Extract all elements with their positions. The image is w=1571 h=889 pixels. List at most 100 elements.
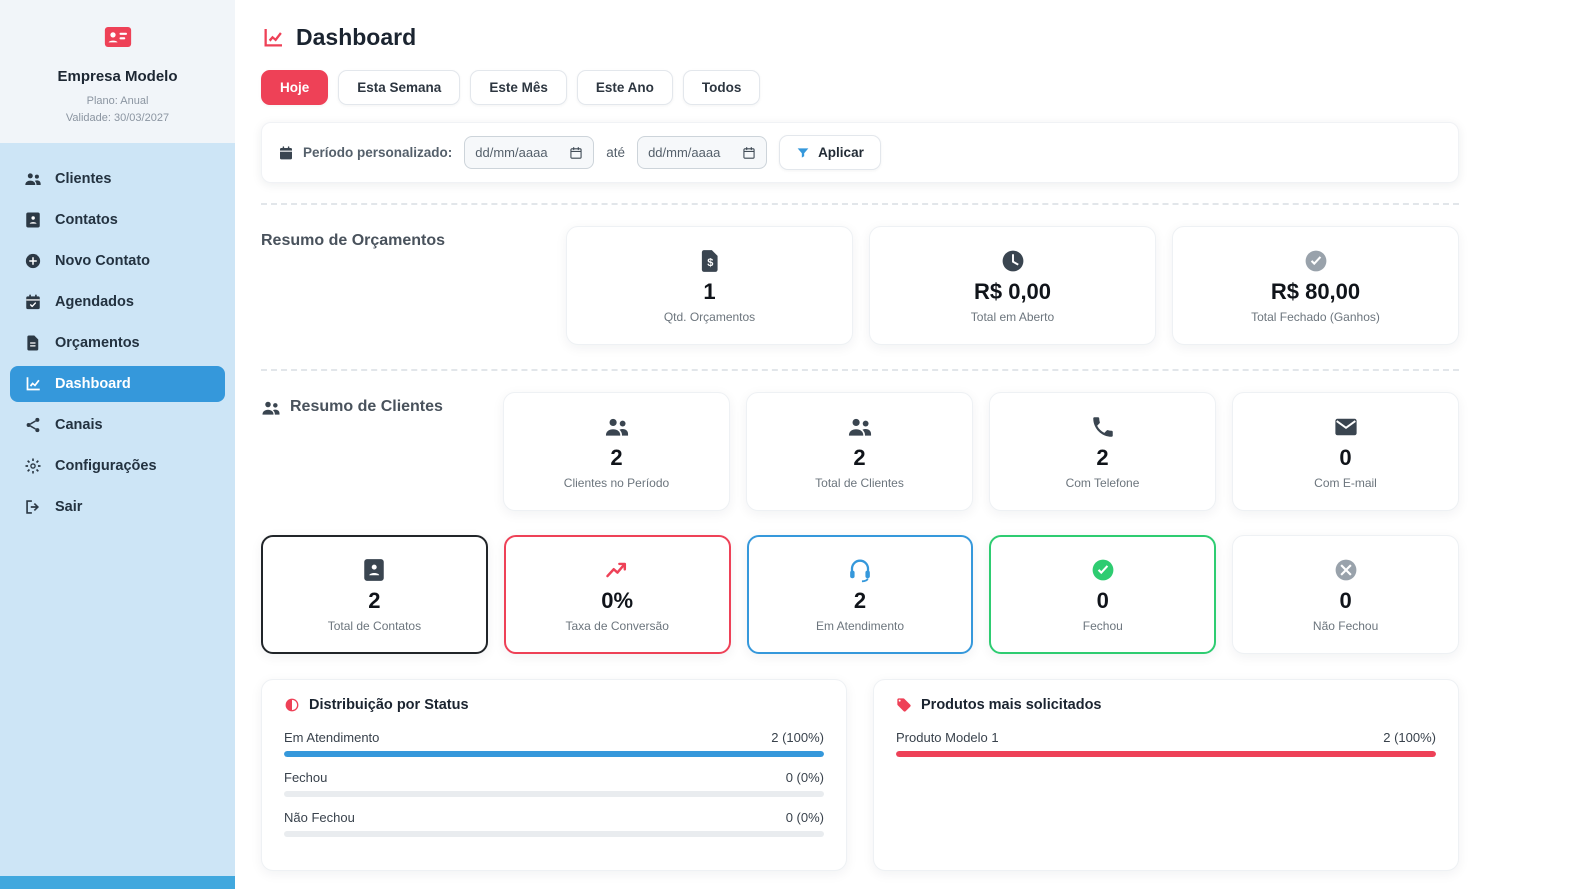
users-icon [604,414,630,440]
stat-label: Taxa de Conversão [565,618,669,633]
chart-icon [24,375,42,393]
custom-period-bar: Período personalizado: dd/mm/aaaa até dd… [261,122,1459,183]
quick-filters: Hoje Esta Semana Este Mês Este Ano Todos [261,70,1459,105]
progress-track [896,751,1436,757]
sidebar-item-label: Clientes [55,170,112,187]
status-distribution-panel: Distribuição por Status Em Atendimento 2… [261,679,847,871]
stat-label: Qtd. Orçamentos [663,309,756,324]
dashed-separator [261,369,1459,371]
page-title: Dashboard [296,24,417,50]
sidebar-item-dashboard[interactable]: Dashboard [10,365,225,402]
filter-hoje-button[interactable]: Hoje [261,70,329,105]
stat-value: 2 [1096,444,1109,470]
orcamentos-cards: $ 1 Qtd. Orçamentos R$ 0,00 Total em Abe… [566,226,1459,345]
sidebar-item-novo-contato[interactable]: Novo Contato [10,243,225,279]
status-row-label: Fechou [284,770,328,785]
status-row: Fechou 0 (0%) [284,770,824,797]
until-label: até [606,145,626,160]
stat-card-fechou: 0 Fechou [989,535,1217,654]
stat-label: Em Atendimento [815,618,905,633]
filter-este-mes-button[interactable]: Este Mês [470,70,567,105]
clock-icon [1000,248,1026,274]
company-plan: Plano: Anual [86,95,149,107]
calendar-icon [278,145,294,161]
invoice-icon [24,334,42,352]
sidebar-item-label: Orçamentos [55,334,140,351]
datepicker-icon [569,146,583,160]
sidebar-item-label: Dashboard [55,375,131,392]
filter-esta-semana-button[interactable]: Esta Semana [338,70,461,105]
sidebar-item-orcamentos[interactable]: Orçamentos [10,325,225,361]
check-circle-icon [1090,557,1116,583]
stat-value: 0 [1096,587,1109,613]
sidebar-item-clientes[interactable]: Clientes [10,161,225,197]
check-circle-icon [1303,248,1329,274]
dashboard-chart-icon [261,26,285,50]
status-row-value: 0 (0%) [785,770,824,785]
filter-todos-button[interactable]: Todos [682,70,761,105]
sidebar-item-configuracoes[interactable]: Configurações [10,448,225,484]
invoice-dollar-icon: $ [697,248,723,274]
status-row-value: 0 (0%) [785,810,824,825]
stat-value: 0 [1339,444,1352,470]
calendar-check-icon [24,293,42,311]
sidebar-item-sair[interactable]: Sair [10,489,225,525]
bottom-panels: Distribuição por Status Em Atendimento 2… [261,679,1459,871]
sidebar: Empresa Modelo Plano: Anual Validade: 30… [0,0,235,889]
stat-card-total-em-aberto: R$ 0,00 Total em Aberto [869,226,1156,345]
products-panel-title-group: Produtos mais solicitados [896,697,1436,713]
apply-button[interactable]: Aplicar [779,135,881,170]
clientes-cards-row1: 2 Clientes no Período 2 Total de Cliente… [503,392,1459,511]
stat-label: Não Fechou [1312,618,1379,633]
start-date-placeholder: dd/mm/aaaa [475,145,548,160]
envelope-icon [1333,414,1359,440]
status-panel-title-group: Distribuição por Status [284,697,824,713]
status-row-label: Não Fechou [284,810,355,825]
sidebar-item-label: Contatos [55,211,118,228]
dashed-separator [261,203,1459,205]
progress-fill [896,751,1436,757]
share-icon [24,416,42,434]
company-panel: Empresa Modelo Plano: Anual Validade: 30… [0,0,235,143]
product-row-label: Produto Modelo 1 [896,730,999,745]
filter-funnel-icon [796,146,810,160]
start-date-input[interactable]: dd/mm/aaaa [464,136,595,169]
address-book-icon [24,211,42,229]
stat-label: Clientes no Período [563,475,670,490]
users-icon [261,398,281,418]
sidebar-bottom-strip [0,876,235,889]
page-header: Dashboard [261,24,1459,51]
apply-button-label: Aplicar [818,145,864,160]
stat-label: Fechou [1082,618,1123,633]
sidebar-item-agendados[interactable]: Agendados [10,284,225,320]
gear-icon [24,457,42,475]
sidebar-item-label: Canais [55,416,103,433]
filter-este-ano-button[interactable]: Este Ano [576,70,673,105]
headset-icon [847,557,873,583]
section-title-orcamentos: Resumo de Orçamentos [261,232,446,249]
stat-card-clientes-periodo: 2 Clientes no Período [503,392,730,511]
sidebar-item-canais[interactable]: Canais [10,407,225,443]
end-date-placeholder: dd/mm/aaaa [648,145,721,160]
users-icon [847,414,873,440]
stat-value: 2 [368,587,381,613]
progress-track [284,791,824,797]
stat-card-nao-fechou: 0 Não Fechou [1232,535,1459,654]
section-resumo-clientes: Resumo de Clientes 2 Clientes no Período… [261,392,1459,511]
main-content: Dashboard Hoje Esta Semana Este Mês Este… [235,0,1571,889]
stat-label: Total em Aberto [970,309,1055,324]
stat-value: R$ 0,00 [973,278,1052,304]
stat-label: Com Telefone [1065,475,1140,490]
stat-card-em-atendimento: 2 Em Atendimento [746,535,974,654]
stat-value: 2 [853,444,866,470]
progress-track [284,751,824,757]
stat-value: 2 [853,587,867,613]
end-date-input[interactable]: dd/mm/aaaa [637,136,768,169]
stat-label: Com E-mail [1314,475,1377,490]
sidebar-item-label: Configurações [55,457,157,474]
stat-label: Total Fechado (Ganhos) [1251,309,1380,324]
sidebar-item-contatos[interactable]: Contatos [10,202,225,238]
sign-out-icon [24,498,42,516]
products-panel: Produtos mais solicitados Produto Modelo… [873,679,1459,871]
clientes-cards-row2: 2 Total de Contatos 0% Taxa de Conversão… [261,535,1459,654]
